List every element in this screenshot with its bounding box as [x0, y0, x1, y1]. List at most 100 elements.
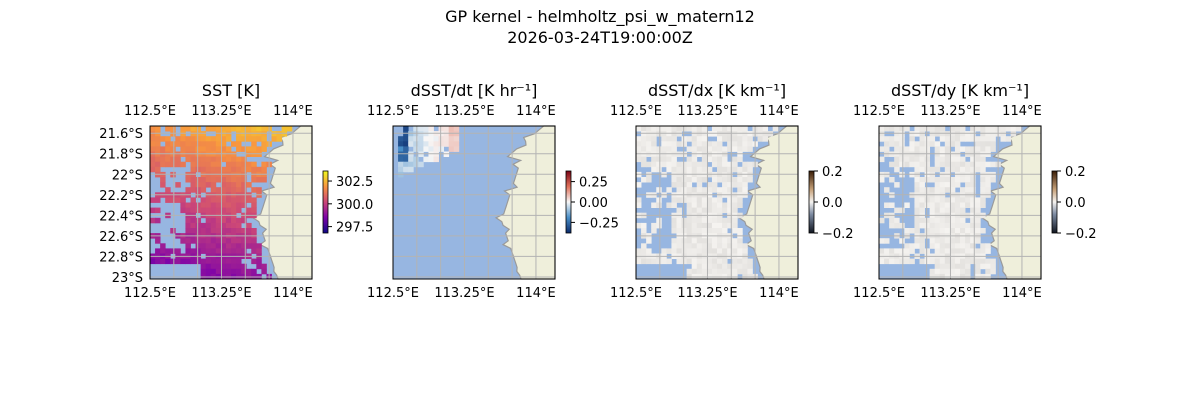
data-cell	[215, 187, 222, 193]
data-cell	[200, 258, 207, 265]
data-cell	[965, 258, 971, 265]
data-cell	[965, 238, 971, 244]
data-cell	[170, 126, 176, 132]
data-cell	[691, 243, 698, 249]
data-cell	[924, 126, 931, 132]
data-cell	[899, 207, 905, 214]
data-cell	[894, 146, 900, 152]
data-cell	[980, 136, 986, 142]
y-tick-label: 22.8°S	[99, 250, 143, 265]
data-cell	[210, 177, 217, 183]
data-cell	[954, 161, 961, 168]
data-cell	[160, 243, 166, 249]
data-cell	[170, 146, 176, 152]
data-cell	[651, 161, 657, 168]
data-cell	[970, 258, 976, 265]
data-cell	[924, 248, 931, 254]
data-cell	[717, 187, 723, 193]
data-cell	[220, 126, 227, 132]
data-cell	[717, 202, 723, 208]
data-cell	[276, 131, 283, 137]
data-cell	[914, 166, 920, 173]
data-cell	[909, 146, 915, 152]
data-cell	[944, 268, 951, 275]
data-cell	[185, 222, 191, 229]
data-cell	[215, 238, 222, 244]
data-cell	[727, 177, 733, 183]
data-cell	[737, 126, 743, 132]
data-cell	[190, 197, 196, 203]
panel-3: dSST/dx [K km⁻¹] 112.5°E 112.5°E 113.25°E 11…	[610, 81, 854, 301]
data-cell	[453, 131, 460, 137]
data-cell	[200, 248, 207, 254]
data-cell	[236, 197, 242, 203]
data-cell	[160, 182, 166, 188]
data-cell	[281, 126, 288, 132]
data-cell	[970, 126, 976, 132]
data-cell	[924, 177, 931, 183]
data-cell	[975, 197, 981, 203]
data-cell	[934, 146, 941, 152]
data-cell	[722, 156, 728, 163]
data-cell	[215, 141, 222, 147]
data-cell	[722, 268, 728, 275]
data-cell	[251, 202, 257, 208]
x-tick-label-top: 114°E	[759, 104, 799, 119]
data-cell	[899, 238, 905, 244]
data-cell	[246, 222, 252, 229]
data-cell	[934, 258, 941, 265]
data-cell	[975, 263, 981, 270]
data-cell	[975, 238, 981, 244]
data-cell	[711, 248, 718, 254]
data-cell	[899, 141, 905, 147]
data-cell	[742, 131, 748, 137]
data-cell	[954, 243, 961, 249]
data-cell	[241, 146, 247, 152]
data-cell	[261, 126, 267, 132]
data-cell	[706, 258, 713, 265]
data-cell	[929, 136, 936, 142]
colorbar-tick-label: 300.0	[336, 198, 373, 213]
data-cell	[960, 177, 966, 183]
data-cell	[944, 182, 951, 188]
data-cell	[210, 228, 217, 234]
data-cell	[175, 258, 181, 265]
data-cell	[225, 136, 232, 142]
data-cell	[727, 126, 733, 132]
data-cell	[220, 228, 227, 234]
data-cell	[879, 217, 885, 224]
data-cell	[246, 243, 252, 249]
colorbar-tick-label: 0.2	[1065, 165, 1086, 180]
data-cell	[215, 151, 222, 157]
data-cell	[980, 197, 986, 203]
colorbar-tick-label: 0.0	[1065, 196, 1086, 211]
colorbar-tick-label: 0.2	[822, 165, 843, 180]
data-cell	[651, 202, 657, 208]
data-cell	[641, 146, 647, 152]
data-cell	[220, 146, 227, 152]
data-cell	[949, 182, 956, 188]
data-cell	[696, 268, 703, 275]
data-cell	[737, 228, 743, 234]
data-cell	[954, 217, 961, 224]
data-cell	[210, 197, 217, 203]
panel-4: dSST/dy [K km⁻¹] 112.5°E 112.5°E 113.25°E 11…	[853, 81, 1097, 301]
data-cell	[960, 258, 966, 265]
data-cell	[904, 248, 910, 254]
data-cell	[231, 207, 237, 214]
data-cell	[215, 197, 222, 203]
data-cell	[939, 222, 946, 229]
data-cell	[939, 243, 946, 249]
x-tick-label-top: 112.5°E	[367, 104, 419, 119]
data-cell	[960, 248, 966, 254]
data-cell	[949, 217, 956, 224]
y-tick-label: 21.8°S	[99, 148, 143, 163]
data-cell	[965, 131, 971, 137]
data-cell	[691, 131, 698, 137]
data-cell	[215, 126, 222, 132]
data-cell	[165, 136, 171, 142]
data-cell	[225, 268, 232, 275]
data-cell	[636, 258, 642, 265]
data-cell	[256, 166, 262, 173]
data-cell	[190, 182, 196, 188]
